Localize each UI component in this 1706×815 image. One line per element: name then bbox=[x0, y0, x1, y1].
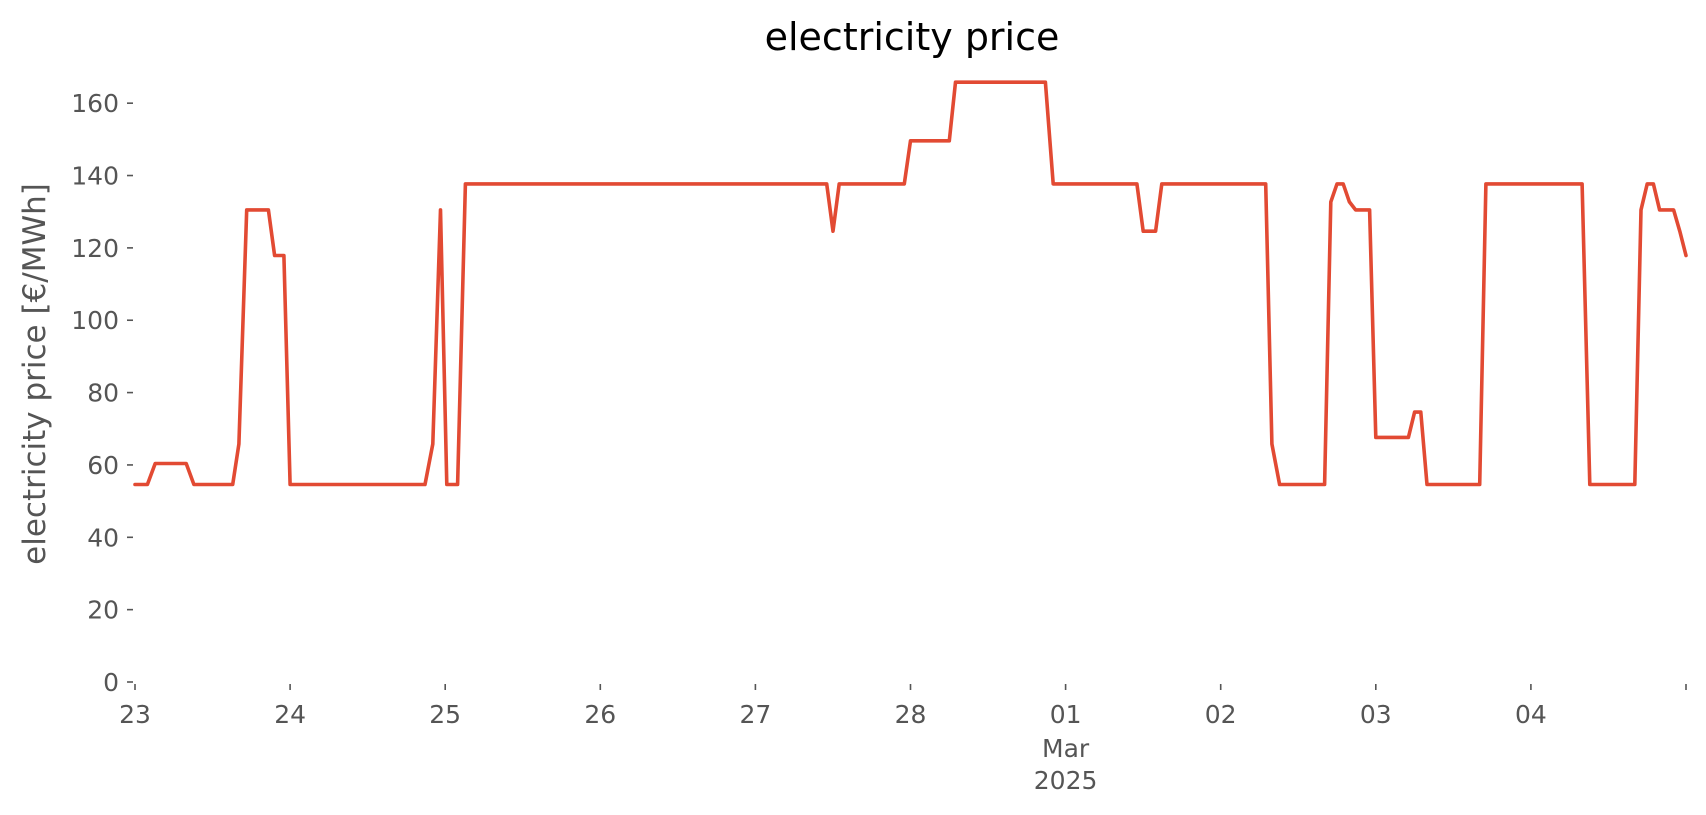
series-line bbox=[133, 80, 1688, 487]
y-axis-label: electricity price [€/MWh] bbox=[17, 183, 53, 565]
y-tick-label: 120 bbox=[71, 234, 119, 263]
x-tick-label: 23 bbox=[119, 700, 151, 729]
x-tick-label: 28 bbox=[895, 700, 927, 729]
x-tick-label: 27 bbox=[739, 700, 771, 729]
x-tick-label: 02 bbox=[1205, 700, 1237, 729]
y-tick-label: 160 bbox=[71, 89, 119, 118]
x-tick-sublabel: 2025 bbox=[1034, 766, 1098, 795]
y-tick-label: 60 bbox=[87, 451, 119, 480]
y-tick-label: 40 bbox=[87, 523, 119, 552]
x-axis: 23 24 25 26 27 28 01 Mar 2025 02 03 04 bbox=[119, 684, 1687, 795]
y-tick-label: 80 bbox=[87, 379, 119, 408]
x-tick-label: 04 bbox=[1515, 700, 1547, 729]
x-tick-sublabel: Mar bbox=[1042, 734, 1090, 763]
y-tick-label: 100 bbox=[71, 306, 119, 335]
chart-title: electricity price bbox=[765, 15, 1060, 59]
y-tick-label: 0 bbox=[103, 668, 119, 697]
y-tick-label: 20 bbox=[87, 596, 119, 625]
x-tick-label: 26 bbox=[584, 700, 616, 729]
x-tick-label: 03 bbox=[1360, 700, 1392, 729]
x-tick-label: 25 bbox=[429, 700, 461, 729]
plot-area bbox=[133, 80, 1688, 487]
y-tick-label: 140 bbox=[71, 162, 119, 191]
y-axis: 0 20 40 60 80 100 120 140 160 bbox=[71, 89, 133, 697]
x-tick-label: 24 bbox=[274, 700, 306, 729]
x-tick-label: 01 bbox=[1050, 700, 1082, 729]
